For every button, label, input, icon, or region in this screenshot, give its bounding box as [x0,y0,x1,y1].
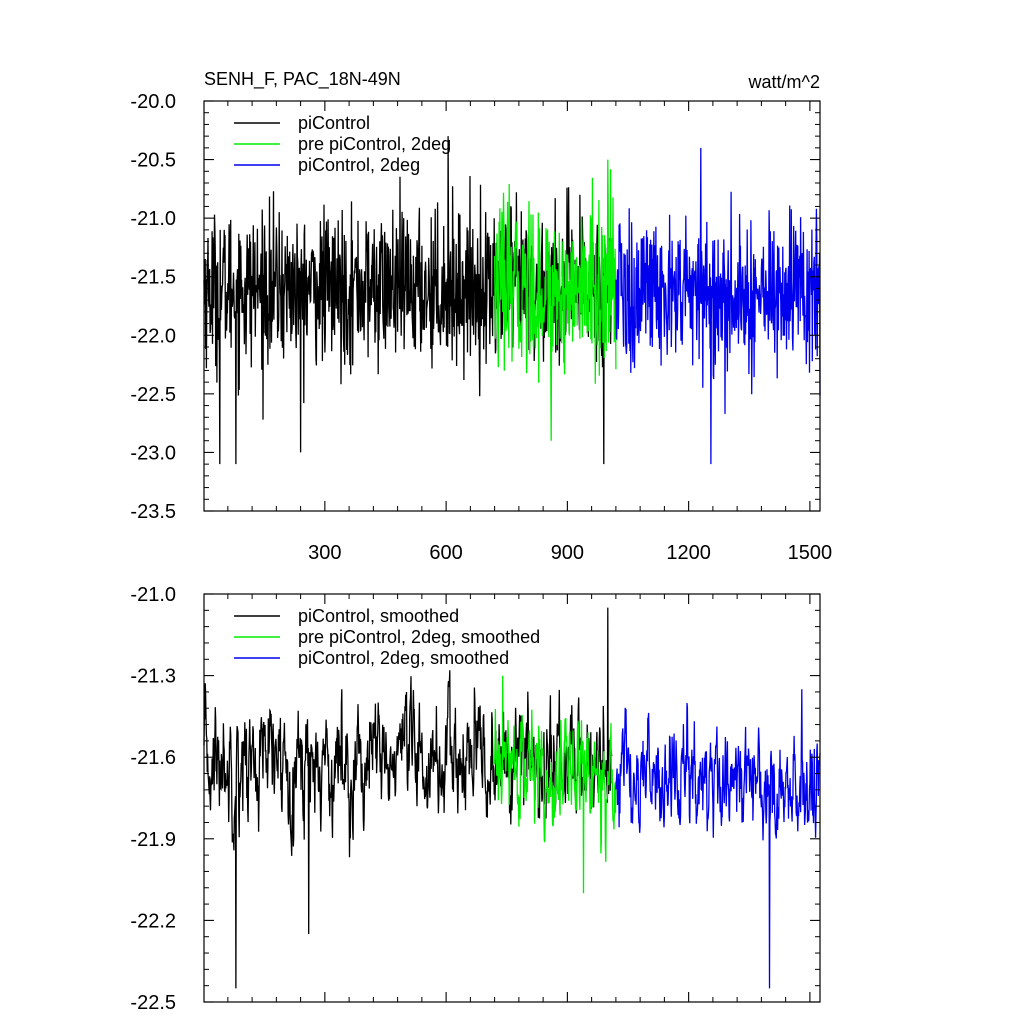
legend-label: piControl, 2deg, smoothed [298,648,509,668]
x-tick-label: 900 [551,542,584,564]
panel-top: SENH_F, PAC_18N-49N watt/m^2 -20.0-20.5-… [130,69,832,564]
legend-label: piControl, 2deg [298,155,420,175]
y-tick-label: -22.2 [130,910,176,932]
plot-frame [203,100,821,512]
legend-label: piControl [298,113,370,133]
series-line [203,136,613,465]
series-group [203,136,821,465]
legend-label: piControl, smoothed [298,606,459,626]
y-tick-label: -21.5 [130,267,176,289]
y-tick-label: -22.5 [130,384,176,406]
y-tick-label: -21.9 [130,829,176,851]
x-tick-label: 300 [308,542,341,564]
series-line [615,689,821,989]
y-tick-label: -21.0 [130,208,176,230]
plot-frame [203,593,821,1003]
x-tick-label: 1500 [788,542,833,564]
y-tick-label: -23.0 [130,442,176,464]
axes: -20.0 -20.5 -21.0 -21.5 -22.0 -22.5 -23.0 -23.5… [130,91,832,564]
series-line [493,159,617,441]
legend-label: pre piControl, 2deg, smoothed [298,627,540,647]
y-tick-label: -22.5 [130,992,176,1014]
y-tick-label: -21.3 [130,666,176,688]
series-group [203,607,821,989]
y-tick-label: -22.0 [130,325,176,347]
panel-bottom: -21.0 -21.3 -21.6 -21.9 -22.2 -22.5 piControl… [130,584,821,1014]
units-label: watt/m^2 [748,72,820,92]
y-tick-label: -21.0 [130,584,176,606]
x-tick-label: 600 [429,542,462,564]
axes: -21.0 -21.3 -21.6 -21.9 -22.2 -22.5 [130,584,821,1014]
y-tick-label: -23.5 [130,501,176,523]
chart-title: SENH_F, PAC_18N-49N [204,69,401,90]
y-tick-label: -21.6 [130,747,176,769]
y-tick-label: -20.0 [130,91,176,113]
x-tick-label: 1200 [666,542,711,564]
y-tick-label: -20.5 [130,150,176,172]
series-line [203,607,613,989]
legend-label: pre piControl, 2deg [298,134,451,154]
series-line [615,147,821,465]
series-line [493,675,617,894]
